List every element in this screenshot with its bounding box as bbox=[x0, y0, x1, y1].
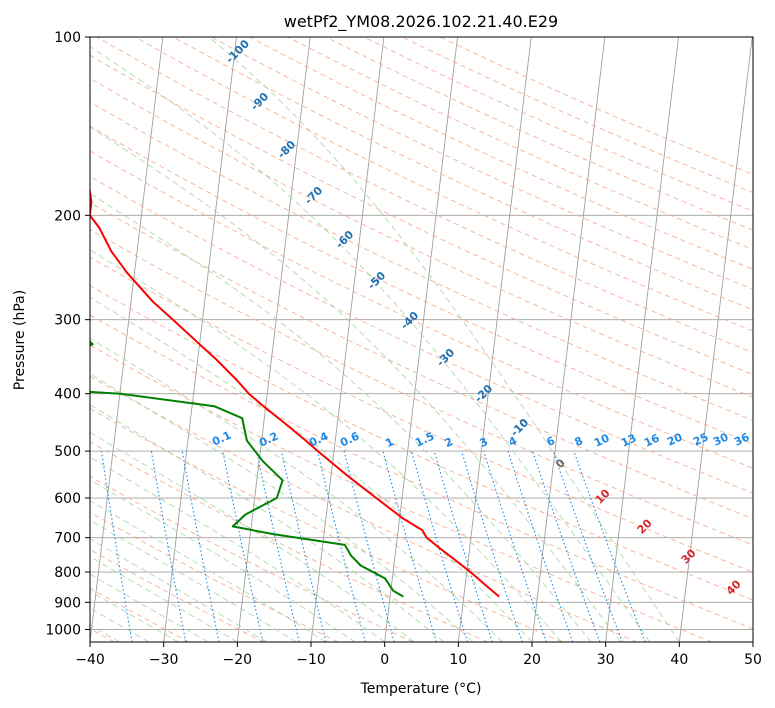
temperature-profile-line bbox=[90, 187, 500, 598]
isotherm-line bbox=[90, 37, 164, 642]
chart-title: wetPf2_YM08.2026.102.21.40.E29 bbox=[284, 12, 558, 32]
dry-adiabat-line bbox=[90, 101, 753, 421]
moist-adiabat-line bbox=[90, 456, 385, 642]
moist-adiabat-line bbox=[90, 337, 503, 642]
dewpoint-profile-line bbox=[90, 340, 404, 598]
dry-adiabat-line bbox=[90, 284, 753, 601]
y-tick-label: 100 bbox=[54, 30, 81, 46]
background-line-label: 36 bbox=[732, 430, 752, 448]
moist-adiabat-line bbox=[90, 249, 562, 642]
dry-adiabat-lines bbox=[90, 37, 753, 642]
mixing-ratio-line bbox=[433, 450, 493, 642]
mixing-ratio-line bbox=[343, 450, 395, 642]
y-tick-label: 900 bbox=[54, 595, 81, 611]
y-tick-label: 200 bbox=[54, 208, 81, 224]
mixing-ratio-line bbox=[410, 450, 469, 642]
moist-adiabat-line bbox=[90, 431, 415, 642]
moist-adiabat-line bbox=[90, 45, 651, 642]
mixing-ratio-line bbox=[256, 450, 300, 642]
dry-adiabat-line bbox=[90, 511, 339, 642]
y-axis-title: Pressure (hPa) bbox=[12, 290, 28, 390]
y-tick-label: 1000 bbox=[45, 622, 81, 638]
dry-adiabat-line bbox=[90, 548, 264, 642]
background-line-label: 25 bbox=[691, 430, 710, 448]
x-tick-label: 10 bbox=[449, 652, 467, 668]
x-tick-label: 40 bbox=[670, 652, 688, 668]
isotherm-line bbox=[236, 37, 311, 642]
mixing-ratio-line bbox=[552, 450, 623, 642]
background-line-label: 30 bbox=[711, 430, 731, 448]
moist-adiabat-line bbox=[90, 296, 533, 642]
dry-adiabat-line bbox=[90, 228, 753, 546]
y-tick-label: 300 bbox=[54, 313, 81, 329]
y-tick-label: 500 bbox=[54, 444, 81, 460]
x-tick-label: 20 bbox=[523, 652, 541, 668]
y-tick-label: 400 bbox=[54, 387, 81, 403]
profile-series bbox=[90, 187, 500, 598]
moist-adiabat-line bbox=[90, 573, 209, 642]
mixing-ratio-line bbox=[222, 450, 264, 642]
moist-adiabat-line bbox=[208, 37, 680, 642]
dry-adiabat-line bbox=[90, 441, 488, 642]
isotherm-line bbox=[531, 37, 606, 642]
dry-adiabat-line bbox=[172, 37, 753, 311]
mixing-ratio-line bbox=[573, 450, 646, 642]
isotherm-line bbox=[605, 37, 680, 642]
mixing-ratio-line bbox=[507, 450, 574, 642]
dry-adiabat-line bbox=[90, 54, 753, 376]
mixing-ratio-line bbox=[483, 450, 547, 642]
moist-adiabat-line bbox=[90, 519, 297, 642]
background-line-label: 16 bbox=[642, 431, 662, 449]
mixing-ratio-line bbox=[382, 450, 437, 642]
dry-adiabat-line bbox=[134, 37, 753, 332]
dry-adiabat-line bbox=[90, 256, 753, 573]
isotherm-line bbox=[678, 37, 753, 642]
y-tick-label: 600 bbox=[54, 491, 81, 507]
moist-adiabat-lines bbox=[90, 37, 680, 642]
mixing-ratio-line bbox=[461, 450, 523, 642]
background-line-label: 20 bbox=[665, 430, 685, 448]
moist-adiabat-line bbox=[90, 373, 474, 642]
dry-adiabat-line bbox=[90, 407, 563, 642]
moist-adiabat-line bbox=[90, 538, 268, 642]
x-tick-label: −40 bbox=[75, 652, 105, 668]
y-axis-ticks: 100 200 300 400 500 600 700 800 900 1000 bbox=[45, 30, 90, 638]
moist-adiabat-line bbox=[90, 193, 592, 642]
x-tick-label: 30 bbox=[597, 652, 615, 668]
background-line-label: 10 bbox=[592, 431, 612, 449]
isotherm-line bbox=[384, 37, 459, 642]
mixing-ratio-line bbox=[280, 450, 327, 642]
y-tick-label: 700 bbox=[54, 531, 81, 547]
mixing-ratio-line bbox=[316, 450, 366, 642]
moist-adiabat-line bbox=[90, 126, 621, 642]
x-tick-label: 50 bbox=[744, 652, 762, 668]
mixing-ratio-lines bbox=[100, 450, 646, 642]
plot-area: -100-90-80-70-60-50-40-30-20-10010203040… bbox=[90, 37, 753, 642]
background-line-label: 13 bbox=[619, 431, 638, 449]
dry-adiabat-line bbox=[90, 150, 753, 469]
x-axis-title: Temperature (°C) bbox=[360, 681, 482, 697]
dry-adiabat-line bbox=[90, 375, 638, 642]
mixing-ratio-line bbox=[532, 450, 601, 642]
isotherm-line bbox=[163, 37, 238, 642]
x-tick-label: −20 bbox=[223, 652, 253, 668]
x-tick-label: −30 bbox=[149, 652, 179, 668]
x-axis-ticks: −40 −30 −20 −10 0 10 20 30 40 50 bbox=[75, 642, 762, 668]
mixing-ratio-line bbox=[181, 451, 220, 642]
moist-adiabat-line bbox=[90, 556, 238, 642]
dry-adiabat-line bbox=[90, 344, 712, 642]
dry-adiabat-line bbox=[90, 175, 753, 494]
plot-frame bbox=[89, 36, 754, 643]
x-tick-label: −10 bbox=[296, 652, 326, 668]
moist-adiabat-line bbox=[90, 590, 179, 642]
x-tick-label: 0 bbox=[380, 652, 389, 668]
y-tick-label: 800 bbox=[54, 565, 81, 581]
